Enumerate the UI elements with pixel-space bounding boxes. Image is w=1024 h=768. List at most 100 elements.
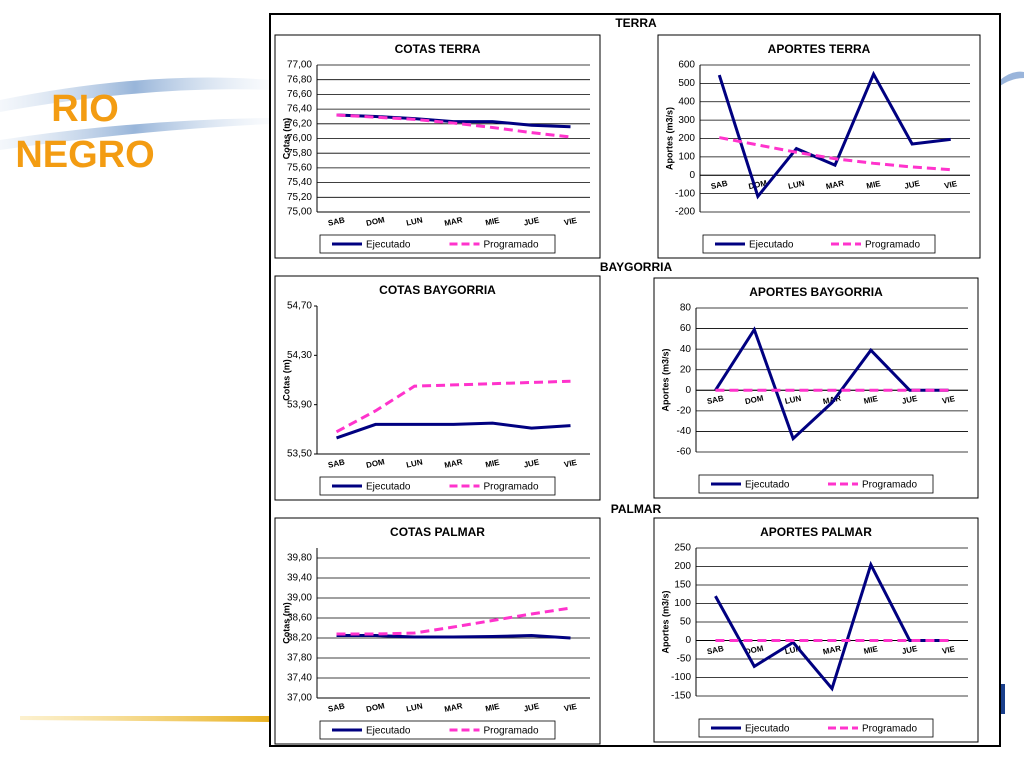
series-line — [336, 606, 571, 636]
y-tick-label: 39,00 — [287, 593, 312, 604]
y-tick-label: 400 — [678, 96, 695, 107]
chart-title: APORTES TERRA — [768, 42, 871, 56]
chart-panel — [653, 277, 979, 499]
chart-panel — [657, 34, 981, 259]
legend — [702, 234, 936, 254]
chart-title: COTAS PALMAR — [390, 525, 485, 539]
y-tick-label: 77,00 — [287, 60, 312, 71]
x-tick-label: VIE — [941, 644, 956, 656]
y-tick-label: 50 — [680, 617, 692, 628]
x-tick-label: MAR — [444, 215, 464, 228]
y-axis-label: Cotas (m) — [281, 118, 291, 160]
y-tick-label: 80 — [680, 303, 692, 314]
y-tick-label: -60 — [677, 447, 692, 458]
x-tick-label: VIE — [563, 216, 578, 228]
y-tick-label: 40 — [680, 344, 692, 355]
y-tick-label: 75,20 — [287, 192, 312, 203]
y-tick-label: 75,60 — [287, 163, 312, 174]
x-tick-label: JUE — [523, 701, 541, 713]
y-tick-label: 54,70 — [287, 301, 312, 312]
legend — [698, 474, 934, 494]
y-tick-label: 300 — [678, 115, 695, 126]
legend-label: Ejecutado — [366, 482, 411, 493]
y-tick-label: 500 — [678, 78, 695, 89]
series-line — [336, 633, 571, 640]
x-tick-label: DOM — [744, 393, 764, 406]
x-tick-label: VIE — [563, 458, 578, 470]
legend-label: Ejecutado — [745, 480, 790, 491]
x-tick-label: DOM — [365, 701, 385, 714]
section-label: PALMAR — [611, 502, 662, 516]
y-tick-label: 60 — [680, 323, 692, 334]
y-tick-label: -200 — [675, 207, 695, 218]
chart-title: APORTES PALMAR — [760, 525, 872, 539]
x-tick-label: MAR — [444, 457, 464, 470]
x-tick-label: JUE — [523, 215, 541, 227]
section-label: BAYGORRIA — [600, 260, 673, 274]
legend-label: Ejecutado — [749, 240, 794, 251]
y-tick-label: 38,60 — [287, 613, 312, 624]
section-label: TERRA — [615, 16, 657, 30]
x-tick-label: LUN — [405, 457, 423, 469]
y-tick-label: -100 — [675, 188, 695, 199]
y-tick-label: 200 — [674, 561, 691, 572]
y-axis-label: Aportes (m3/s) — [660, 590, 670, 653]
legend-label: Programado — [862, 724, 917, 735]
chart: APORTES BAYGORRIA -60 -40 -20 0 20 40 60 80 Aport… — [653, 277, 979, 499]
legend-label: Programado — [484, 240, 539, 251]
y-tick-label: 150 — [674, 580, 691, 591]
decoration — [0, 118, 270, 150]
y-tick-label: 20 — [680, 364, 692, 375]
legend-label: Programado — [484, 482, 539, 493]
y-tick-label: 100 — [674, 598, 691, 609]
y-tick-label: 37,80 — [287, 653, 312, 664]
y-tick-label: 75,40 — [287, 177, 312, 188]
decoration — [20, 716, 270, 722]
chart-title: APORTES BAYGORRIA — [749, 285, 883, 299]
y-tick-label: 76,00 — [287, 133, 312, 144]
x-tick-label: LUN — [787, 179, 805, 191]
y-tick-label: 76,60 — [287, 89, 312, 100]
x-tick-label: MIE — [485, 702, 501, 714]
x-tick-label: SAB — [327, 701, 346, 713]
y-tick-label: 0 — [685, 385, 691, 396]
x-tick-label: VIE — [941, 394, 956, 406]
legend-label: Ejecutado — [366, 726, 411, 737]
y-tick-label: 53,90 — [287, 399, 312, 410]
decoration — [0, 77, 270, 112]
y-tick-label: 39,80 — [287, 553, 312, 564]
y-axis-label: Aportes (m3/s) — [664, 107, 674, 170]
x-tick-label: MAR — [825, 179, 845, 192]
legend-label: Programado — [865, 240, 920, 251]
chart: APORTES PALMAR -150 -100 -50 0 50 100 150 200 250… — [653, 517, 979, 743]
chart-panel — [653, 517, 979, 743]
slide-title: RIO NEGRO — [15, 88, 154, 176]
y-tick-label: 76,20 — [287, 118, 312, 129]
y-tick-label: 37,40 — [287, 673, 312, 684]
x-tick-label: JUE — [901, 644, 919, 656]
y-tick-label: 0 — [689, 170, 695, 181]
x-tick-label: SAB — [327, 457, 346, 469]
y-tick-label: 0 — [685, 635, 691, 646]
x-tick-label: SAB — [710, 179, 729, 191]
chart-title: COTAS BAYGORRIA — [379, 283, 496, 297]
legend-label: Ejecutado — [366, 240, 411, 251]
x-tick-label: MIE — [863, 644, 879, 656]
y-tick-label: -150 — [671, 691, 691, 702]
y-axis-label: Cotas (m) — [281, 602, 291, 644]
chart: COTAS TERRA 75,00 75,20 75,40 75,60 75,80 76,0… — [274, 34, 601, 259]
x-tick-label: SAB — [706, 644, 725, 656]
y-tick-label: -40 — [677, 426, 692, 437]
y-tick-label: 54,30 — [287, 350, 312, 361]
legend — [319, 476, 556, 496]
y-tick-label: 75,00 — [287, 207, 312, 218]
x-tick-label: LUN — [405, 701, 423, 713]
x-tick-label: MIE — [485, 458, 501, 470]
y-tick-label: 53,50 — [287, 449, 312, 460]
x-tick-label: MAR — [822, 644, 842, 657]
series-line — [714, 560, 949, 692]
y-tick-label: 600 — [678, 60, 695, 71]
x-tick-label: DOM — [365, 215, 385, 228]
